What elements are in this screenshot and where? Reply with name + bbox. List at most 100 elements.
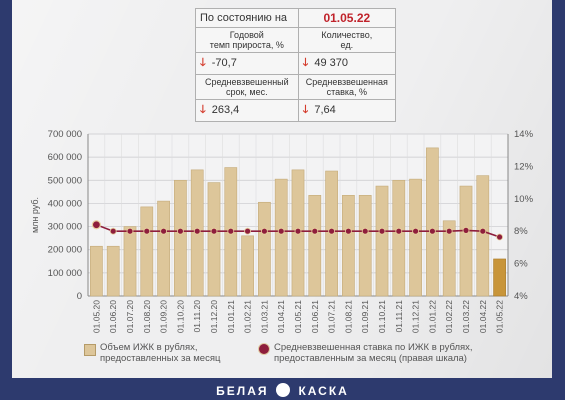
rate-point	[428, 227, 436, 235]
x-tick-label: 01.09.20	[159, 300, 169, 333]
bar	[375, 185, 389, 297]
rate-point	[412, 227, 420, 235]
arrow-down-icon: 🡓	[302, 104, 309, 116]
bar	[90, 245, 103, 297]
bar	[274, 178, 288, 297]
as-of-date: 01.05.22	[297, 8, 397, 28]
x-tick-label: 01.10.21	[377, 300, 387, 333]
rate-point	[445, 227, 453, 235]
brand-word-left: БЕЛАЯ	[216, 384, 269, 398]
rate-caption: Средневзвешенная ставка, %	[297, 74, 397, 100]
x-tick-label: 01.02.21	[243, 300, 253, 333]
bar	[308, 195, 322, 297]
term-value: 263,4	[211, 104, 240, 116]
rate-point	[143, 227, 151, 235]
legend-bar-text-1: Объем ИЖК в рублях,	[100, 342, 198, 353]
bar	[409, 178, 422, 297]
count-caption: Количество, ед.	[297, 27, 397, 53]
rate-point	[244, 227, 252, 235]
rate-point	[462, 226, 470, 234]
rate-point	[227, 227, 235, 235]
x-tick-label: 01.08.20	[142, 300, 152, 333]
x-tick-label: 01.03.21	[259, 300, 269, 333]
y-tick-label: 200 000	[48, 245, 82, 256]
x-tick-label: 01.02.22	[444, 300, 454, 333]
rate-point	[210, 227, 218, 235]
arrow-down-icon: 🡓	[302, 57, 309, 69]
legend-bar-text-2: предоставленных за месяц	[100, 353, 221, 364]
x-tick-label: 01.01.22	[427, 300, 437, 333]
bar	[157, 200, 170, 297]
rate-point	[479, 227, 487, 235]
rate-point	[294, 227, 302, 235]
helmet-logo-icon	[276, 383, 291, 397]
y2-tick-label: 12%	[514, 161, 534, 172]
bar	[174, 179, 187, 297]
bar	[140, 206, 154, 297]
y2-tick-label: 14%	[514, 129, 534, 140]
rate-point	[378, 227, 386, 235]
x-tick-label: 01.05.21	[293, 300, 303, 333]
bar	[426, 147, 439, 297]
x-tick-label: 01.01.21	[226, 300, 236, 333]
y-tick-label: 100 000	[48, 268, 82, 279]
bar	[493, 258, 506, 297]
bar	[459, 185, 473, 297]
y-tick-label: 300 000	[48, 222, 82, 233]
stats-table: По состоянию на 01.05.22 Годовой темп пр…	[195, 8, 397, 122]
rate-value-cell: 🡓 7,64	[297, 99, 397, 122]
rate-point	[260, 227, 268, 235]
y-tick-label: 600 000	[48, 152, 82, 163]
bar	[392, 179, 406, 297]
y-tick-label: 400 000	[48, 198, 82, 209]
x-tick-label: 01.09.21	[360, 300, 370, 333]
term-value-cell: 🡓 263,4	[195, 99, 299, 122]
bar	[342, 195, 355, 297]
legend-line-text-1: Средневзвешенная ставка по ИЖК в рублях,	[274, 342, 473, 353]
x-tick-label: 01.05.20	[91, 300, 101, 333]
x-tick-label: 01.04.22	[478, 300, 488, 333]
legend-bar-swatch	[84, 344, 96, 356]
y2-tick-label: 8%	[514, 226, 528, 237]
x-tick-label: 01.12.20	[209, 300, 219, 333]
arrow-down-icon: 🡓	[200, 57, 206, 69]
bar	[358, 195, 372, 297]
brand-footer: БЕЛАЯ КАСКА	[0, 383, 565, 400]
bar	[207, 182, 221, 297]
x-tick-label: 01.11.21	[394, 300, 404, 333]
rate-point	[496, 233, 504, 241]
y-tick-label: 500 000	[48, 175, 82, 186]
bar	[476, 175, 490, 297]
x-tick-label: 01.12.21	[411, 300, 421, 333]
rate-point	[193, 227, 201, 235]
bar	[442, 220, 456, 297]
rate-point	[126, 227, 134, 235]
x-tick-label: 01.06.20	[108, 300, 118, 333]
x-tick-label: 01.10.20	[175, 300, 185, 333]
rate-point	[328, 227, 336, 235]
x-tick-label: 01.03.22	[461, 300, 471, 333]
x-tick-label: 01.05.22	[495, 300, 505, 333]
legend-line-swatch	[258, 343, 270, 355]
x-tick-label: 01.04.21	[276, 300, 286, 333]
volume-rate-chart: 0 100 000 200 000 300 000 400 000 500 000 600 …	[30, 129, 534, 333]
rate-point	[361, 227, 369, 235]
rate-value: 7,64	[314, 104, 336, 116]
rate-point	[311, 227, 319, 235]
x-tick-label: 01.07.20	[125, 300, 135, 333]
rate-point	[91, 220, 102, 230]
bar	[123, 226, 137, 297]
y-tick-label: 0	[77, 291, 82, 302]
rate-point	[277, 227, 285, 235]
x-tick-label: 01.08.21	[343, 300, 353, 333]
growth-caption: Годовой темп прироста, %	[195, 27, 299, 53]
rate-point	[344, 227, 352, 235]
y2-tick-label: 4%	[514, 291, 528, 302]
brand-word-right: КАСКА	[298, 384, 349, 398]
count-value-cell: 🡓 49 370	[297, 52, 397, 75]
count-value: 49 370	[314, 57, 349, 69]
bar	[106, 245, 120, 297]
bar	[241, 235, 254, 297]
x-tick-label: 01.07.21	[327, 300, 337, 333]
legend-line-text-2: предоставленным за месяц (правая шкала)	[274, 353, 467, 364]
